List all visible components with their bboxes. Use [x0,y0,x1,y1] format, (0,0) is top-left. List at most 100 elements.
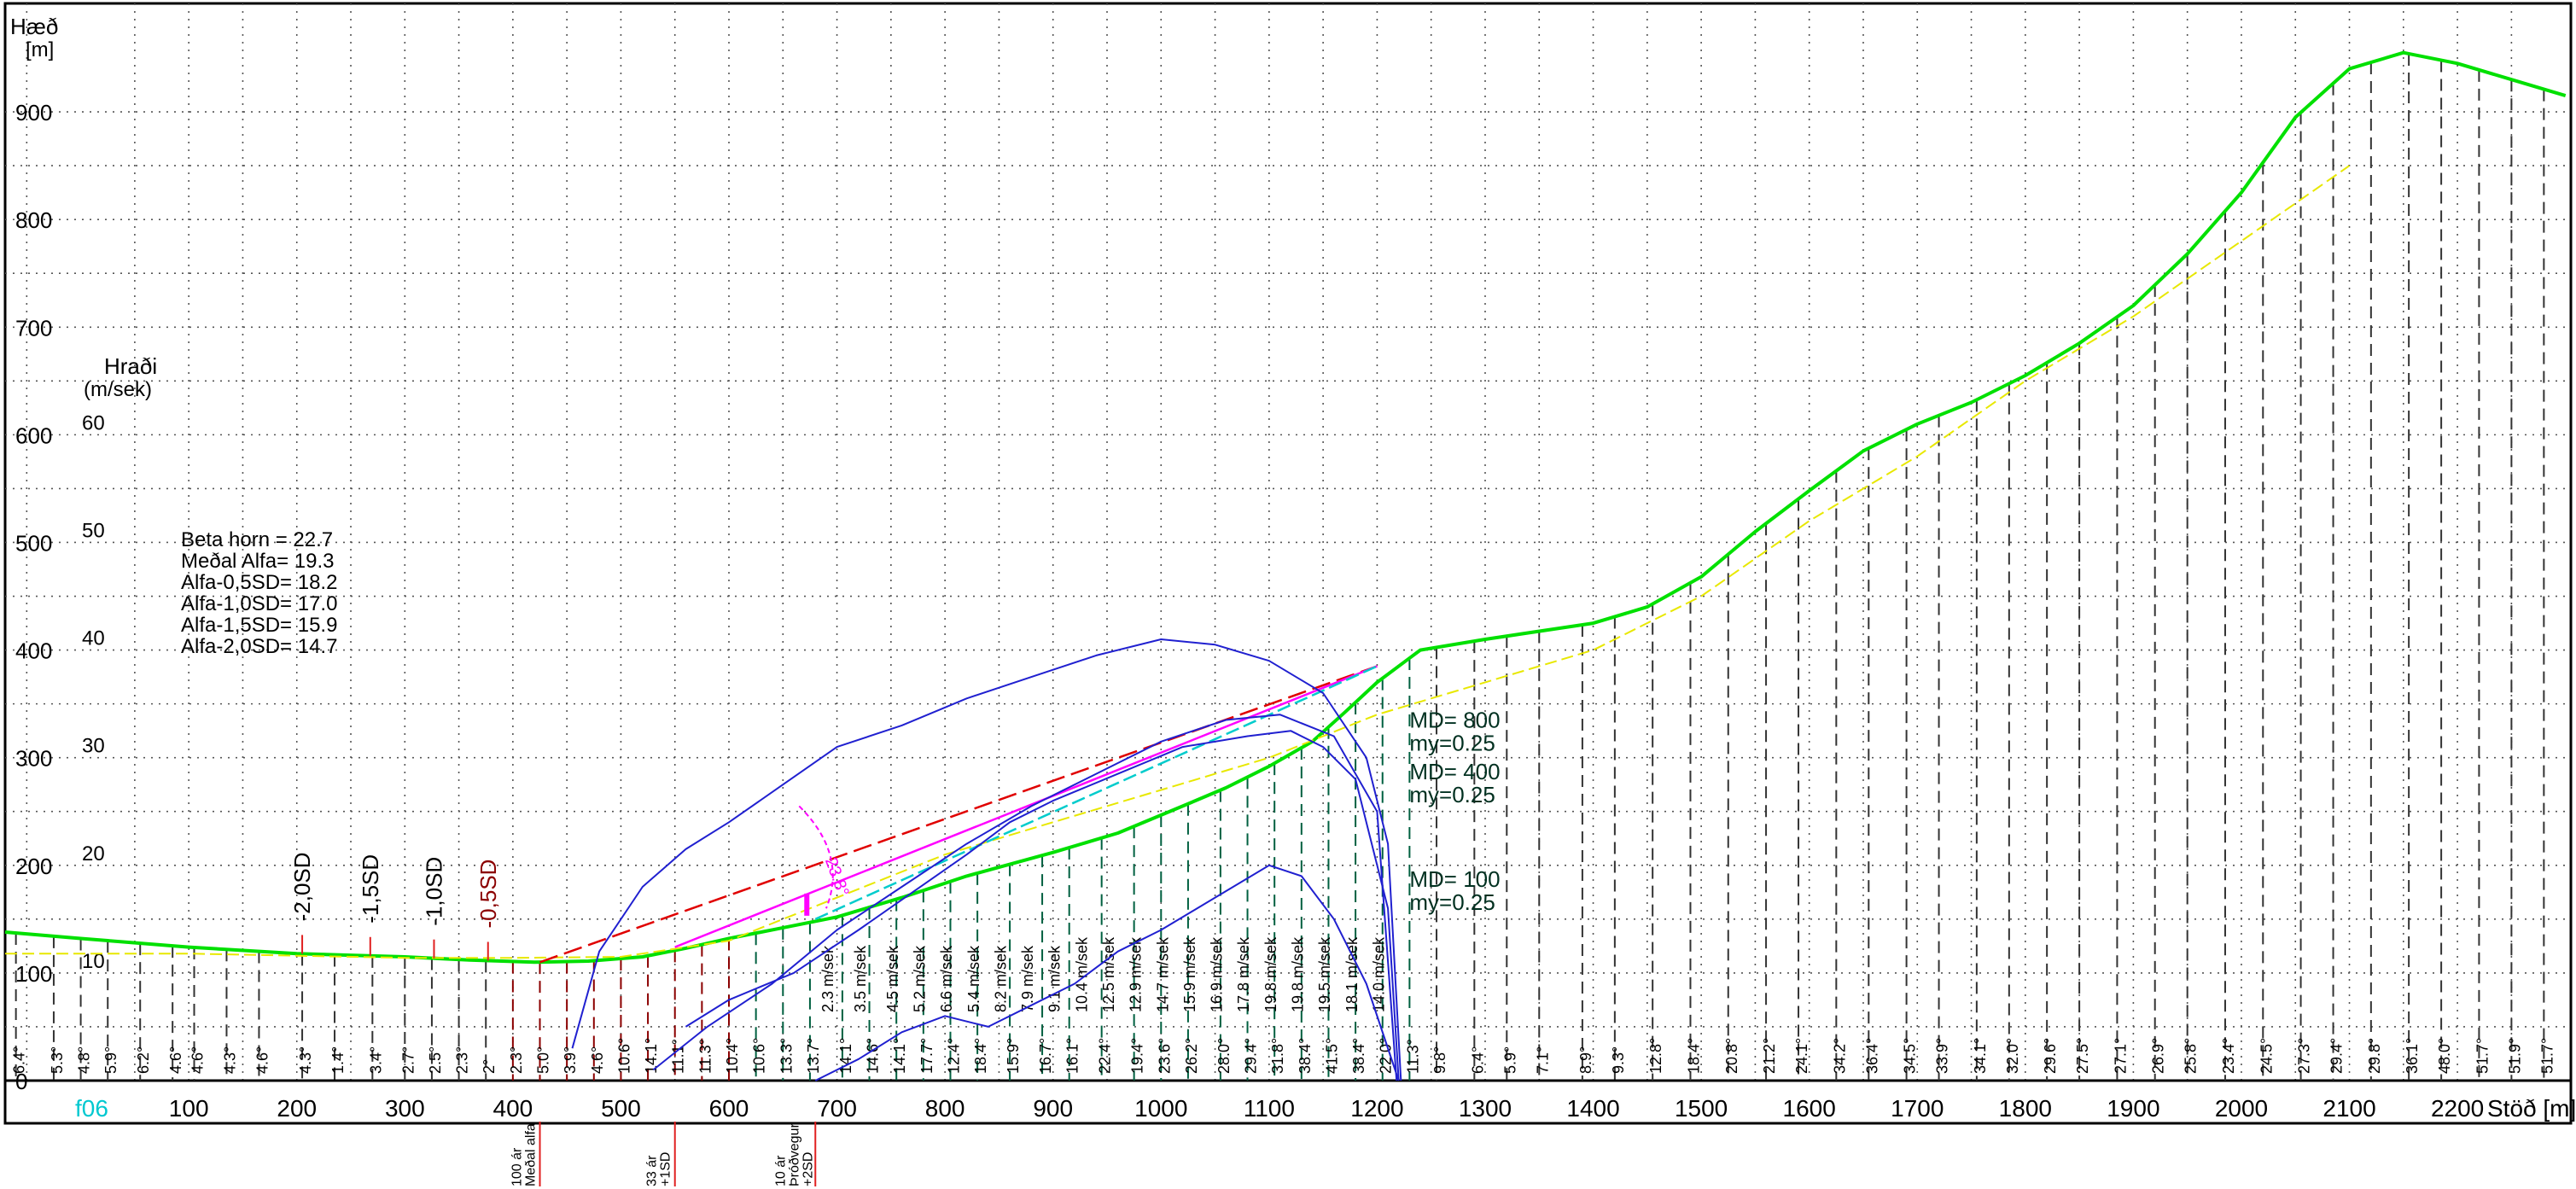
y-tick-label: 300 [15,746,52,772]
slope-angle-label: 31.8° [1269,1038,1286,1074]
speed-value-label: 14.0 m/sek [1370,936,1387,1012]
speed-tick-label: 40 [82,627,105,650]
slope-angle-label: 36.4° [1863,1038,1880,1074]
slope-angle-label: 12.8° [1647,1038,1664,1074]
slope-angle-label: 18.4° [1685,1038,1702,1074]
y-axis-unit: [m] [26,38,54,61]
runout-marker-label: +2SD [801,1152,815,1186]
x-tick-label: 2100 [2322,1095,2375,1122]
runout-marker-label: Meðal alfa [524,1123,539,1186]
y-tick-label: 700 [15,315,52,341]
slope-angle-label: 51.7° [2538,1038,2556,1074]
slope-angle-label: 27.1° [2112,1038,2129,1074]
x-tick-label: 1300 [1459,1095,1512,1122]
x-tick-label: 1900 [2107,1095,2159,1122]
speed-value-label: 14.7 m/sek [1154,936,1171,1012]
slope-angle-label: 21.2° [1761,1038,1778,1074]
x-tick-label: 2000 [2215,1095,2268,1122]
slope-angle-label: 9.8° [1431,1046,1448,1074]
slope-angle-label: 34.1° [1972,1038,1989,1074]
speed-series-line [571,638,1402,1081]
x-tick-label: 1000 [1134,1095,1187,1122]
slope-angle-label: 41.5° [1323,1038,1340,1074]
x-tick-label: 700 [817,1095,857,1122]
speed-axis-title: Hraði [104,353,157,379]
profile-id-label: f06 [75,1095,108,1122]
speed-value-label: 12.9 m/sek [1128,936,1145,1012]
y-tick-label: 100 [15,961,52,987]
speed-value-label: 3.5 m/sek [852,945,869,1012]
x-tick-label: 1600 [1783,1095,1836,1122]
slope-angle-label: 16.1° [1064,1038,1081,1074]
slope-angle-label: 2.3° [454,1046,471,1074]
slope-angle-label: 24.1° [1793,1038,1810,1074]
slope-angle-label: 29.6° [2042,1038,2059,1074]
sd-marker-label: -1,5SD [358,854,383,924]
slope-angle-label: 8.9° [1577,1046,1594,1074]
slope-angle-label: 17.7° [918,1038,935,1074]
speed-value-label: 9.1 m/sek [1046,945,1064,1012]
slope-angle-label: 28.0° [1215,1038,1233,1074]
x-tick-label: 500 [601,1095,641,1122]
speed-series-line [652,714,1398,1081]
slope-angle-label: 5.0° [535,1046,552,1074]
slope-angle-label: 11.3° [696,1039,714,1074]
x-tick-label: 200 [277,1095,317,1122]
x-tick-label: 1700 [1891,1095,1944,1122]
plot-frame [3,2,2573,1125]
slope-angle-label: 6.2° [135,1046,152,1074]
x-tick-label: 1400 [1566,1095,1619,1122]
speed-value-label: 19.8 m/sek [1262,936,1279,1012]
slope-angle-label: 13.3° [778,1038,795,1074]
slope-angle-label: 27.5° [2074,1038,2091,1074]
slope-angle-label: 4.6° [189,1046,206,1074]
slope-angle-label: 5.3° [49,1046,66,1074]
slope-angle-label: 23.4° [2220,1038,2237,1074]
magenta-series-line [674,665,1378,948]
slope-angle-label: 4.8° [76,1046,93,1074]
slope-angle-label: 27.3° [2296,1038,2313,1074]
slope-angle-label: 29.8° [2366,1038,2383,1074]
runout-marker-label: Þróðvegur [787,1123,801,1186]
slope-angle-label: 4.6° [254,1046,271,1074]
slope-angle-label: 1.4° [329,1046,347,1074]
md-label: MD= 400 [1409,759,1500,784]
speed-tick-label: 30 [82,735,105,758]
x-tick-label: 400 [493,1095,533,1122]
md-sub-label: my=0.25 [1409,730,1495,755]
slope-angle-label: 25.8° [2183,1038,2200,1074]
slope-angle-label: 20.8° [1723,1038,1740,1074]
slope-angle-label: 26.2° [1183,1038,1200,1074]
y-tick-label: 200 [15,854,52,879]
slope-angle-label: 14.1° [891,1038,908,1074]
speed-value-label: 18.1 m/sek [1343,936,1361,1012]
runout-marker-label: +1SD [659,1152,673,1186]
slope-angle-label: 13.7° [805,1038,822,1074]
speed-value-label: 7.9 m/sek [1019,945,1036,1012]
x-axis-title: Stöð [m] [2487,1095,2576,1122]
y-tick-label: 0 [15,1069,27,1094]
y-tick-label: 500 [15,530,52,556]
x-tick-label: 600 [709,1095,749,1122]
cyan-dashed-series-line [814,665,1378,920]
md-sub-label: my=0.25 [1409,782,1495,807]
slope-angle-label: 19.4° [1129,1038,1146,1074]
speed-value-label: 17.8 m/sek [1235,936,1252,1012]
sd-marker-label: -2,0SD [289,852,315,921]
stats-line: Alfa-1,0SD= 17.0 [181,592,337,615]
yellow-dashed-series-line [5,165,2351,959]
x-tick-label: 1200 [1350,1095,1403,1122]
slope-angle-label: 10.4° [724,1038,741,1074]
y-axis-title: Hæð [10,14,58,39]
slope-angle-label: 34.5° [1902,1038,1919,1074]
x-tick-label: 100 [169,1095,209,1122]
slope-angle-label: 5.9° [102,1046,119,1074]
runout-marker-label: 10 ár [773,1155,788,1186]
slope-angle-label: 15.9° [1005,1038,1022,1074]
x-tick-label: 1100 [1244,1095,1295,1122]
slope-angle-label: 48.0° [2436,1038,2453,1074]
slope-angle-label: 22.4° [1097,1038,1114,1074]
slope-angle-label: 4.3° [221,1046,238,1074]
slope-angle-label: 24.5° [2258,1038,2275,1074]
